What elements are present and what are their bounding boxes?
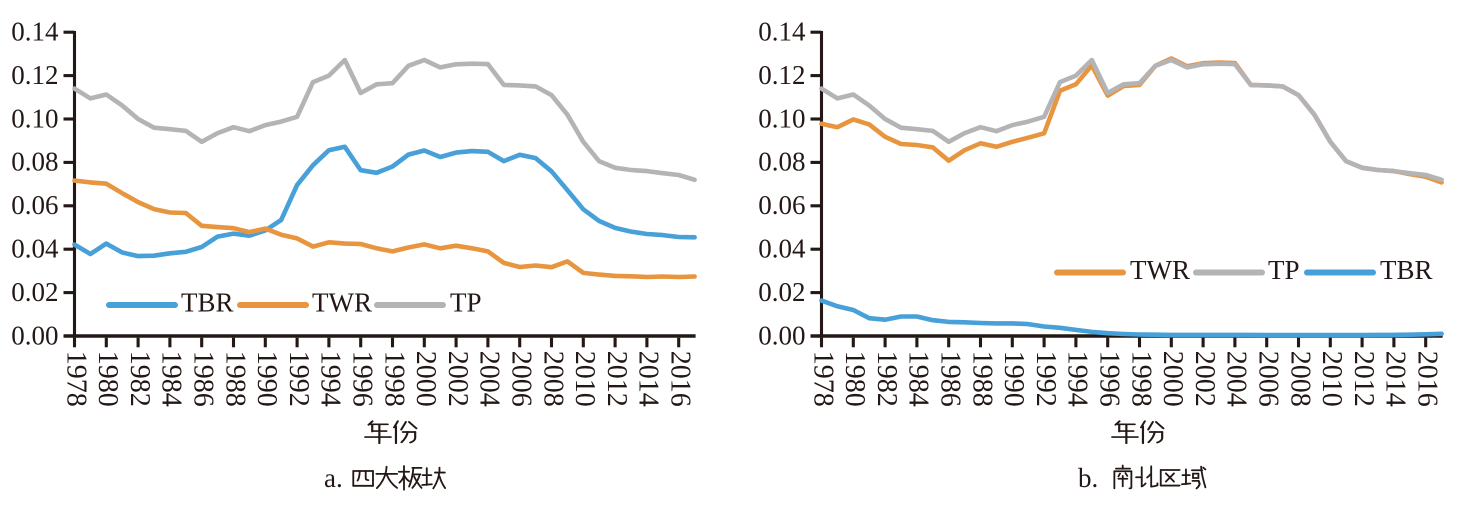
svg-text:0.06: 0.06 xyxy=(11,190,58,220)
svg-text:0.04: 0.04 xyxy=(758,234,806,264)
svg-text:1988: 1988 xyxy=(219,351,250,407)
svg-text:1978: 1978 xyxy=(807,351,838,407)
svg-text:1982: 1982 xyxy=(871,351,902,407)
svg-text:2004: 2004 xyxy=(1221,351,1252,407)
svg-text:0.12: 0.12 xyxy=(11,60,58,90)
svg-text:2000: 2000 xyxy=(410,351,441,407)
svg-text:0.14: 0.14 xyxy=(11,17,59,47)
svg-text:2010: 2010 xyxy=(1316,351,1347,407)
svg-text:2014: 2014 xyxy=(1380,351,1411,407)
svg-text:0.10: 0.10 xyxy=(758,103,805,133)
svg-text:0.00: 0.00 xyxy=(758,320,805,350)
svg-text:1992: 1992 xyxy=(283,351,314,407)
svg-text:1996: 1996 xyxy=(347,351,378,407)
svg-text:2006: 2006 xyxy=(1253,351,1284,407)
svg-text:1986: 1986 xyxy=(935,351,966,407)
svg-text:0.02: 0.02 xyxy=(758,277,805,307)
svg-text:1998: 1998 xyxy=(1125,351,1156,407)
svg-text:0.04: 0.04 xyxy=(11,234,59,264)
svg-text:1996: 1996 xyxy=(1094,351,1125,407)
svg-text:0.12: 0.12 xyxy=(758,60,805,90)
svg-text:0.08: 0.08 xyxy=(11,147,58,177)
svg-text:2010: 2010 xyxy=(569,351,600,407)
svg-text:2012: 2012 xyxy=(1348,351,1379,407)
svg-text:2004: 2004 xyxy=(474,351,505,407)
svg-text:1980: 1980 xyxy=(92,351,123,407)
svg-text:1982: 1982 xyxy=(124,351,155,407)
svg-text:1988: 1988 xyxy=(966,351,997,407)
svg-text:2016: 2016 xyxy=(665,351,696,407)
svg-text:1990: 1990 xyxy=(251,351,282,407)
svg-text:2006: 2006 xyxy=(506,351,537,407)
svg-text:1998: 1998 xyxy=(378,351,409,407)
svg-text:0.08: 0.08 xyxy=(758,147,805,177)
svg-text:TWR: TWR xyxy=(1130,255,1190,285)
svg-text:0.14: 0.14 xyxy=(758,17,806,47)
svg-text:2016: 2016 xyxy=(1412,351,1443,407)
svg-text:TP: TP xyxy=(1268,255,1300,285)
svg-text:2000: 2000 xyxy=(1157,351,1188,407)
svg-text:0.06: 0.06 xyxy=(758,190,805,220)
svg-text:1984: 1984 xyxy=(903,351,934,407)
svg-text:1994: 1994 xyxy=(315,351,346,407)
svg-text:TBR: TBR xyxy=(181,287,234,317)
svg-text:2008: 2008 xyxy=(1284,351,1315,407)
svg-text:0.10: 0.10 xyxy=(11,103,58,133)
svg-text:2014: 2014 xyxy=(633,351,664,407)
svg-text:a.: a. xyxy=(324,463,343,493)
svg-text:2012: 2012 xyxy=(601,351,632,407)
svg-text:1992: 1992 xyxy=(1030,351,1061,407)
svg-text:1986: 1986 xyxy=(188,351,219,407)
svg-text:1984: 1984 xyxy=(156,351,187,407)
svg-text:TWR: TWR xyxy=(312,287,372,317)
svg-text:b.: b. xyxy=(1078,463,1098,493)
svg-text:1980: 1980 xyxy=(839,351,870,407)
svg-text:TP: TP xyxy=(450,287,482,317)
svg-text:0.00: 0.00 xyxy=(11,320,58,350)
svg-text:1978: 1978 xyxy=(60,351,91,407)
svg-text:1994: 1994 xyxy=(1062,351,1093,407)
svg-text:TBR: TBR xyxy=(1380,255,1433,285)
svg-text:2002: 2002 xyxy=(442,351,473,407)
svg-text:1990: 1990 xyxy=(998,351,1029,407)
svg-text:2002: 2002 xyxy=(1189,351,1220,407)
svg-text:2008: 2008 xyxy=(537,351,568,407)
svg-text:0.02: 0.02 xyxy=(11,277,58,307)
